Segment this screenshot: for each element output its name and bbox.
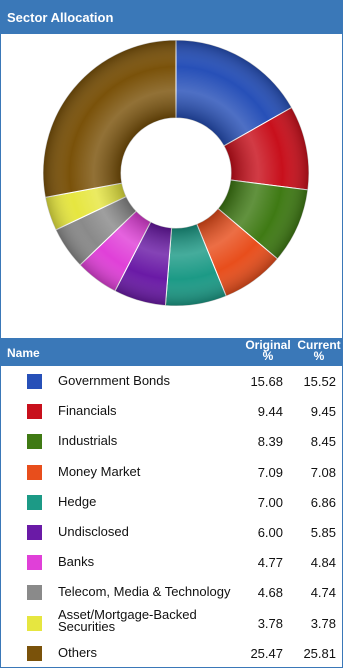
row-current: 4.74 <box>310 585 336 601</box>
table-header: Name Original % Current % <box>1 338 342 366</box>
allocation-table: Government Bonds 15.68 15.52 Financials … <box>1 366 342 668</box>
table-row: Undisclosed 6.00 5.85 <box>1 517 342 547</box>
row-current: 5.85 <box>310 524 336 540</box>
legend-swatch <box>27 404 42 420</box>
legend-swatch <box>27 464 42 480</box>
row-current: 4.84 <box>310 555 336 571</box>
row-name: Others <box>58 644 98 660</box>
column-header-original: Original % <box>241 338 295 363</box>
legend-swatch <box>27 615 42 631</box>
legend-swatch <box>27 374 42 389</box>
row-current: 25.81 <box>303 645 336 661</box>
row-current: 7.08 <box>310 464 336 480</box>
column-header-current: Current % <box>295 338 343 363</box>
row-original: 7.09 <box>257 464 283 480</box>
table-row: Financials 9.44 9.45 <box>1 396 342 426</box>
column-header-original-line2: % <box>262 349 274 363</box>
row-original: 15.68 <box>250 374 283 389</box>
donut-chart <box>1 34 342 337</box>
row-current: 8.45 <box>310 434 336 450</box>
row-name: Financials <box>58 403 117 419</box>
row-original: 3.78 <box>257 615 283 631</box>
row-name: Telecom, Media & Technology <box>58 584 231 600</box>
row-current: 15.52 <box>303 374 336 389</box>
table-row: Banks 4.77 4.84 <box>1 547 342 577</box>
column-header-original-line1: Original <box>245 338 291 352</box>
row-original: 9.44 <box>257 404 283 420</box>
legend-swatch <box>27 555 42 571</box>
column-header-current-line1: Current <box>297 338 341 352</box>
table-row: Asset/Mortgage-Backed Securities 3.78 3.… <box>1 608 342 638</box>
row-original: 7.00 <box>257 494 283 510</box>
row-current: 6.86 <box>310 494 336 510</box>
column-header-name: Name <box>7 346 40 360</box>
table-row: Money Market 7.09 7.08 <box>1 457 342 487</box>
table-row: Industrials 8.39 8.45 <box>1 426 342 456</box>
table-row: Government Bonds 15.68 15.52 <box>1 366 342 396</box>
panel-title: Sector Allocation <box>1 1 342 34</box>
row-original: 4.77 <box>257 555 283 571</box>
table-row: Telecom, Media & Technology 4.68 4.74 <box>1 577 342 607</box>
row-name: Undisclosed <box>58 523 129 539</box>
row-original: 25.47 <box>250 645 283 661</box>
legend-swatch <box>27 585 42 601</box>
table-row: Others 25.47 25.81 <box>1 638 342 668</box>
table-row: Hedge 7.00 6.86 <box>1 487 342 517</box>
row-name: Money Market <box>58 463 141 479</box>
column-header-current-line2: % <box>313 349 325 363</box>
row-name: Asset/Mortgage-Backed Securities <box>58 606 197 634</box>
donut-shading <box>43 40 309 306</box>
row-name: Government Bonds <box>58 373 171 388</box>
row-original: 6.00 <box>257 524 283 540</box>
legend-swatch <box>27 524 42 540</box>
row-current: 3.78 <box>310 615 336 631</box>
legend-swatch <box>27 494 42 510</box>
legend-swatch <box>27 645 42 661</box>
row-name: Hedge <box>58 493 97 509</box>
row-original: 8.39 <box>257 434 283 450</box>
legend-swatch <box>27 434 42 450</box>
row-name: Banks <box>58 554 95 570</box>
donut-chart-svg <box>42 39 310 307</box>
row-original: 4.68 <box>257 585 283 601</box>
row-current: 9.45 <box>310 404 336 420</box>
row-name: Industrials <box>58 433 118 449</box>
